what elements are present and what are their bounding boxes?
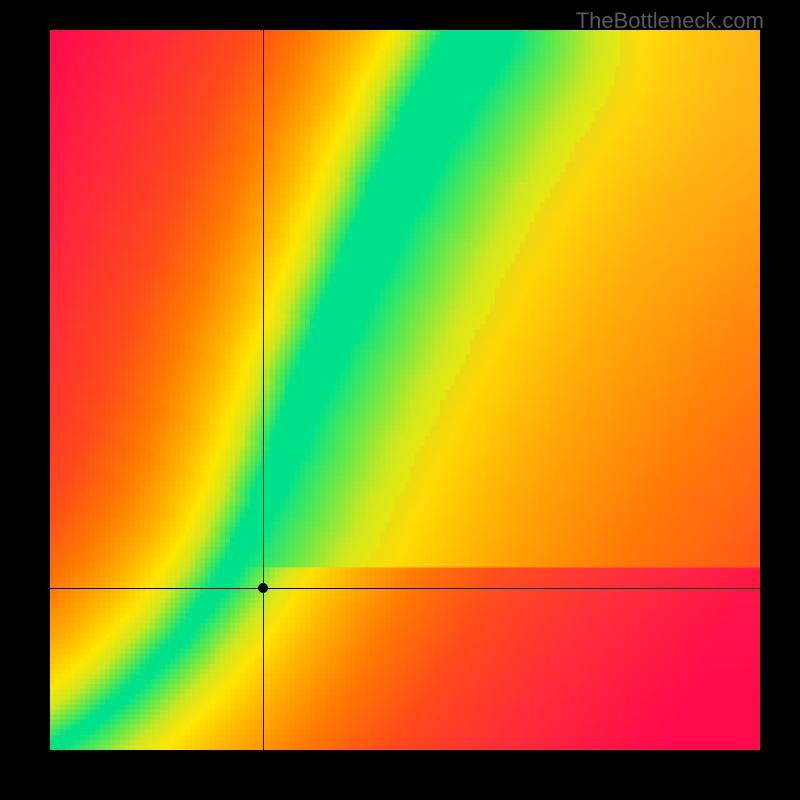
plot-area: [50, 30, 760, 750]
figure-container: TheBottleneck.com: [0, 0, 800, 800]
crosshair-vertical: [263, 30, 264, 750]
watermark-text: TheBottleneck.com: [576, 8, 764, 34]
bottleneck-heatmap: [50, 30, 760, 750]
crosshair-marker: [258, 583, 268, 593]
crosshair-horizontal: [50, 588, 760, 589]
